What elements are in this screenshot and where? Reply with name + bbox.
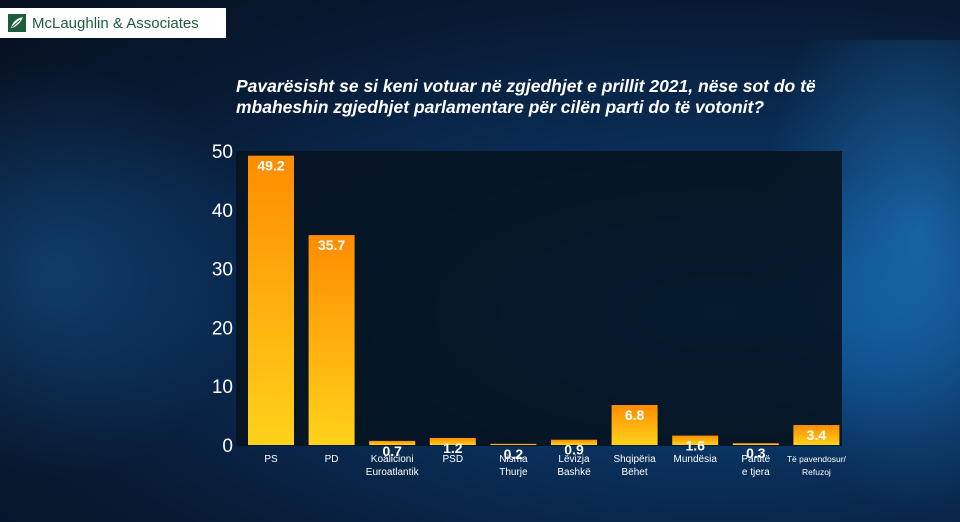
company-name: McLaughlin & Associates	[32, 14, 199, 32]
x-tick-label: PSD	[443, 454, 464, 465]
x-tick-label: Nisma Thurje	[499, 454, 528, 478]
data-label: 0.2	[504, 446, 524, 462]
y-tick-label: 50	[212, 142, 233, 163]
data-label: 0.3	[746, 445, 766, 461]
bar	[429, 437, 476, 445]
bar	[611, 405, 658, 445]
data-label: 35.7	[318, 237, 345, 253]
x-tick-label: Lëvizja Bashkë	[557, 454, 591, 478]
bar	[732, 443, 779, 445]
data-label: 49.2	[257, 158, 284, 174]
data-label: 0.7	[382, 443, 402, 459]
bar	[308, 235, 355, 445]
x-tick-label: Koalicioni Euroatlantik	[366, 454, 420, 478]
company-logo: McLaughlin & Associates	[0, 8, 226, 38]
y-tick-label: 20	[212, 318, 233, 339]
bar	[248, 155, 294, 446]
data-label: 1.2	[443, 440, 463, 456]
y-tick-label: 40	[212, 201, 233, 222]
x-tick-label: Mundësia	[674, 454, 718, 465]
x-tick-label: Partitë e tjera	[741, 454, 770, 478]
bar	[369, 440, 416, 445]
x-tick-label: Të pavendosur/Refuzoj	[787, 454, 847, 477]
data-label: 1.6	[685, 438, 705, 454]
x-tick-label: PD	[325, 454, 339, 465]
bar	[793, 425, 840, 445]
x-tick-label: Shqipëria Bëhet	[613, 454, 656, 478]
y-tick-label: 30	[212, 260, 233, 281]
background-glow-left	[0, 60, 260, 480]
x-tick-label: PS	[264, 454, 278, 465]
bar	[490, 443, 537, 445]
data-label: 6.8	[625, 407, 645, 423]
data-label: 0.9	[564, 442, 584, 458]
y-tick-label: 0	[222, 436, 233, 457]
leaf-logo-icon	[8, 14, 26, 32]
y-tick-label: 10	[212, 377, 233, 398]
bar	[672, 435, 719, 445]
data-label: 3.4	[807, 427, 827, 443]
chart-title: Pavarësisht se si keni votuar në zgjedhj…	[236, 76, 816, 117]
bar	[551, 439, 597, 445]
